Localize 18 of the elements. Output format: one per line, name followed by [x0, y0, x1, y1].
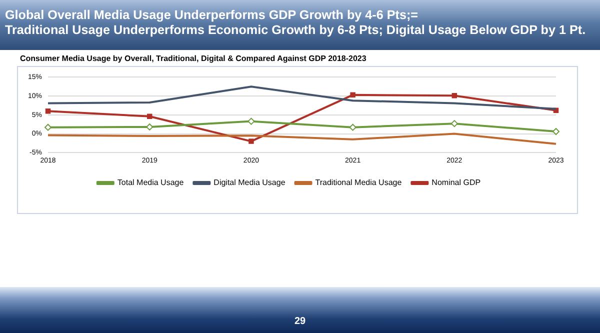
chart-title: Global Overall Media Usage Underperforms GDP Growth by 4-6 Pts;= Traditional Usage Underperforms Economic Growth by 6-8 Pts; Digital Usage Below GDP by 1 Pt.: [0, 0, 600, 50]
text: 29: [293, 316, 307, 327]
point: [45, 108, 51, 114]
point: [248, 118, 255, 125]
point: [450, 120, 458, 128]
point: [146, 114, 152, 120]
point: [552, 128, 560, 135]
point: [44, 124, 52, 131]
chart-subtitle: Consumer Media Usage by Overall, Traditional, Digital & Compared Against GDP 2018-2023: [20, 54, 366, 63]
point: [146, 123, 154, 130]
legend-label: Total Media Usage: [117, 178, 184, 188]
point: [350, 92, 356, 98]
legend-label: Traditional Media Usage: [315, 178, 402, 188]
point: [248, 138, 254, 144]
legend-label: Nominal GDP: [432, 178, 481, 188]
point: [349, 124, 356, 131]
point: [452, 93, 458, 98]
legend-label: Digital Media Usage: [214, 178, 286, 188]
